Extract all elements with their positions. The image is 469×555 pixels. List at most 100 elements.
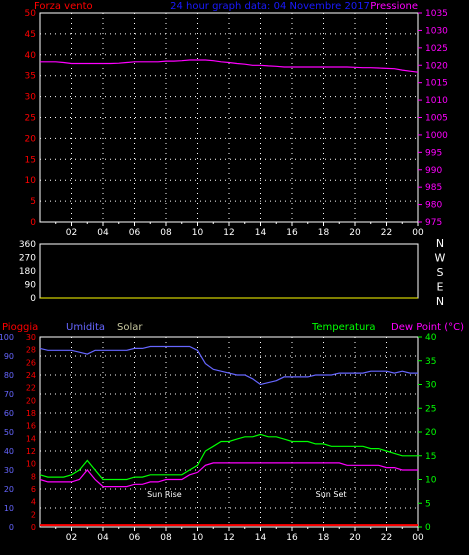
wind-x-tick-label: 02 bbox=[66, 228, 77, 238]
weather-x-tick-label: 14 bbox=[255, 533, 267, 543]
compass-label: N bbox=[436, 295, 444, 308]
temperature-line bbox=[39, 433, 418, 481]
rain-axis-tick-label: 26 bbox=[26, 358, 36, 367]
wind-axis-tick-label: 10 bbox=[25, 176, 37, 186]
wind-axis-tick-label: 45 bbox=[25, 30, 36, 40]
weather-panel: 0102030405060708090100024681012141618202… bbox=[0, 333, 437, 543]
weather-x-tick-label: 12 bbox=[223, 533, 234, 543]
humidity-axis-tick-label: 60 bbox=[4, 409, 14, 418]
wind-x-tick-label: 08 bbox=[160, 228, 172, 238]
weather-x-tick-label: 04 bbox=[97, 533, 109, 543]
wind-axis-tick-label: 0 bbox=[30, 218, 36, 228]
wind-x-tick-label: 14 bbox=[255, 228, 267, 238]
wind-axis-tick-label: 20 bbox=[25, 134, 37, 144]
pressure-axis-tick-label: 1035 bbox=[425, 9, 448, 19]
humidity-label: Umidita bbox=[66, 322, 105, 333]
wind-axis-tick-label: 5 bbox=[30, 197, 36, 207]
wind-x-tick-label: 10 bbox=[192, 228, 204, 238]
pressure-axis-tick-label: 1030 bbox=[425, 26, 448, 36]
compass-label: E bbox=[437, 281, 444, 294]
wind-x-tick-label: 16 bbox=[286, 228, 298, 238]
wind-plot-frame bbox=[39, 12, 419, 223]
wind-pressure-panel: 0510152025303540455097598098599099510001… bbox=[25, 9, 449, 238]
humidity-axis-tick-label: 10 bbox=[4, 504, 14, 513]
wind-x-tick-label: 20 bbox=[349, 228, 361, 238]
compass-label: W bbox=[435, 252, 446, 265]
dewpoint-label: Dew Point (°C) bbox=[391, 322, 464, 333]
compass-label: S bbox=[437, 266, 444, 279]
pressure-axis-tick-label: 1015 bbox=[425, 79, 448, 89]
wind-axis-tick-label: 35 bbox=[25, 72, 36, 82]
humidity-axis-tick-label: 30 bbox=[4, 466, 14, 475]
rain-axis-tick-label: 16 bbox=[26, 422, 36, 431]
solar-label: Solar bbox=[117, 322, 143, 333]
humidity-axis-tick-label: 70 bbox=[4, 390, 14, 399]
pressure-axis-tick-label: 1025 bbox=[425, 44, 448, 54]
humidity-axis-tick-label: 20 bbox=[4, 485, 14, 494]
direction-axis-tick-label: 360 bbox=[19, 240, 36, 250]
sun-rise-annotation: Sun Rise bbox=[147, 490, 182, 499]
weather-x-tick-label: 22 bbox=[381, 533, 392, 543]
pressure-axis-tick-label: 1020 bbox=[425, 61, 448, 71]
pressure-axis-tick-label: 980 bbox=[425, 201, 442, 211]
temperature-label: Temperatura bbox=[311, 322, 376, 333]
rain-axis-tick-label: 20 bbox=[26, 396, 36, 405]
humidity-axis-tick-label: 100 bbox=[0, 333, 14, 342]
chart-title: 24 hour graph data: 04 Novembre 2017 bbox=[170, 1, 370, 12]
pressure-line bbox=[40, 59, 419, 73]
wind-axis-label: Forza vento bbox=[34, 1, 93, 12]
weather-x-tick-label: 00 bbox=[412, 533, 424, 543]
wind-axis-tick-label: 30 bbox=[25, 93, 37, 103]
wind-axis-tick-label: 40 bbox=[25, 51, 37, 61]
rain-axis-tick-label: 28 bbox=[26, 346, 36, 355]
pressure-axis-tick-label: 995 bbox=[425, 148, 442, 158]
direction-plot-frame bbox=[39, 243, 419, 299]
wind-x-tick-label: 06 bbox=[129, 228, 141, 238]
weather-x-tick-label: 20 bbox=[349, 533, 361, 543]
rain-axis-tick-label: 24 bbox=[26, 371, 36, 380]
pressure-axis-tick-label: 985 bbox=[425, 183, 442, 193]
temperature-axis-tick-label: 20 bbox=[425, 428, 437, 438]
weather-x-tick-label: 08 bbox=[160, 533, 172, 543]
pressure-axis-tick-label: 975 bbox=[425, 218, 442, 228]
weather-x-tick-label: 10 bbox=[192, 533, 204, 543]
temperature-axis-tick-label: 10 bbox=[425, 476, 437, 486]
temperature-axis-tick-label: 40 bbox=[425, 333, 437, 343]
sun-set-annotation: Sun Set bbox=[316, 490, 347, 499]
direction-axis-tick-label: 180 bbox=[19, 267, 36, 277]
pressure-axis-tick-label: 1005 bbox=[425, 114, 448, 124]
direction-axis-tick-label: 90 bbox=[25, 281, 37, 291]
rain-axis-tick-label: 30 bbox=[26, 333, 36, 342]
rain-axis-tick-label: 18 bbox=[26, 409, 36, 418]
rain-axis-tick-label: 4 bbox=[31, 498, 36, 507]
wind-axis-tick-label: 50 bbox=[25, 9, 37, 19]
temperature-axis-tick-label: 5 bbox=[425, 499, 431, 509]
dewpoint-line bbox=[39, 462, 418, 488]
humidity-axis-tick-label: 90 bbox=[4, 352, 14, 361]
weather-x-tick-label: 02 bbox=[66, 533, 77, 543]
weather-x-tick-label: 18 bbox=[318, 533, 330, 543]
humidity-axis-tick-label: 50 bbox=[4, 428, 14, 437]
temperature-axis-tick-label: 25 bbox=[425, 404, 436, 414]
wind-axis-tick-label: 25 bbox=[25, 114, 36, 124]
wind-x-tick-label: 04 bbox=[97, 228, 109, 238]
wind-x-tick-label: 00 bbox=[412, 228, 424, 238]
humidity-axis-tick-label: 80 bbox=[4, 371, 14, 380]
rain-label: Pioggia bbox=[2, 322, 38, 333]
direction-axis-tick-label: 0 bbox=[30, 294, 36, 304]
rain-axis-tick-label: 8 bbox=[31, 472, 36, 481]
pressure-axis-label: Pressione bbox=[370, 1, 418, 12]
humidity-axis-tick-label: 40 bbox=[4, 447, 14, 456]
pressure-axis-tick-label: 1010 bbox=[425, 96, 448, 106]
temperature-axis-tick-label: 30 bbox=[425, 381, 437, 391]
wind-axis-tick-label: 15 bbox=[25, 155, 36, 165]
direction-axis-tick-label: 270 bbox=[19, 254, 36, 264]
wind-x-tick-label: 22 bbox=[381, 228, 392, 238]
humidity-line bbox=[39, 345, 418, 386]
compass-label: N bbox=[436, 237, 444, 250]
temperature-axis-tick-label: 15 bbox=[425, 452, 436, 462]
rain-axis-tick-label: 14 bbox=[26, 434, 36, 443]
wind-x-tick-label: 18 bbox=[318, 228, 330, 238]
rain-axis-tick-label: 6 bbox=[31, 485, 36, 494]
humidity-axis-tick-label: 0 bbox=[9, 523, 14, 532]
